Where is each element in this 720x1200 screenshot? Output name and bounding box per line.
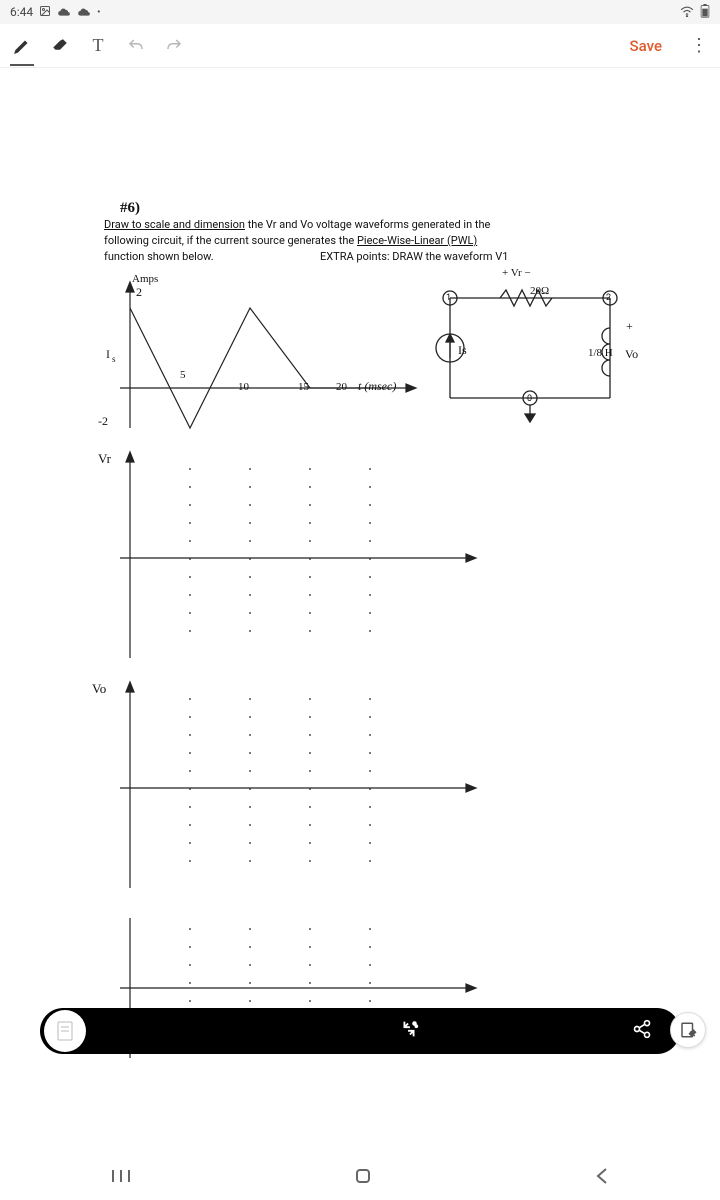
x-label: t (msec) [358,378,396,394]
vo-axis-label: Vo [92,680,106,698]
canvas-area[interactable]: #6) Draw to scale and dimension the Vr a… [0,68,720,1128]
vr-axes [70,448,490,668]
wifi-icon [680,5,694,20]
vr-label: + Vr − [502,266,531,281]
plus-label: + [626,318,633,334]
node1: 1 [446,292,451,304]
redo-icon[interactable] [164,36,184,56]
more-menu-icon[interactable]: ⋮ [680,35,708,56]
battery-icon [700,4,710,21]
dot-icon: • [97,7,100,18]
convert-icon[interactable] [398,1018,420,1044]
share-icon[interactable] [632,1019,652,1043]
r-label: 20Ω [530,284,549,299]
status-time: 6:44 [10,5,33,19]
x5: 5 [180,368,186,383]
problem-line3: function shown below. [104,250,214,265]
tick-neg2: -2 [98,413,108,429]
vo-label: Vo [625,346,638,362]
home-icon[interactable] [354,1167,372,1189]
x20: 20 [336,380,347,395]
x10: 10 [238,380,249,395]
node0: 0 [527,393,532,405]
problem-number: #6) [120,198,140,218]
eraser-tool-icon[interactable] [50,36,70,56]
svg-text:s: s [112,354,116,364]
undo-icon[interactable] [126,36,146,56]
problem-line2: following circuit, if the current source… [104,234,584,249]
toolbar: T Save ⋮ [0,24,720,68]
bottom-action-bar [40,1008,680,1054]
is-label: Is [458,342,467,358]
cloud-icon [57,5,71,19]
back-icon[interactable] [595,1167,609,1189]
status-bar: 6:44 • [0,0,720,24]
problem-extra: EXTRA points: DRAW the waveform V1 [320,250,508,265]
ih-label: 1/8 H [588,346,613,361]
vr-axis-label: Vr [98,450,111,468]
image-icon [39,5,51,20]
tick-2: 2 [136,284,142,300]
text: the Vr and Vo voltage waveforms generate… [245,218,490,231]
edit-fab-icon[interactable] [670,1012,706,1048]
text: Piece-Wise-Linear (PWL) [357,234,477,247]
node2: 2 [606,292,611,304]
system-nav-bar [0,1156,720,1200]
text-tool-icon[interactable]: T [88,36,108,56]
pen-tool-icon[interactable] [12,36,32,56]
svg-text:I: I [106,347,110,361]
page-thumbnail-icon[interactable] [44,1010,86,1052]
text: Draw to scale and dimension [104,218,245,231]
x15: 15 [298,380,309,395]
cloud-icon [77,5,91,19]
recents-icon[interactable] [111,1168,131,1188]
is-plot: I s [70,268,420,438]
document-page: #6) Draw to scale and dimension the Vr a… [40,188,680,1088]
text: following circuit, if the current source… [104,234,357,247]
problem-line1: Draw to scale and dimension the Vr and V… [104,218,584,233]
save-button[interactable]: Save [630,37,662,55]
vo-axes [70,678,490,898]
